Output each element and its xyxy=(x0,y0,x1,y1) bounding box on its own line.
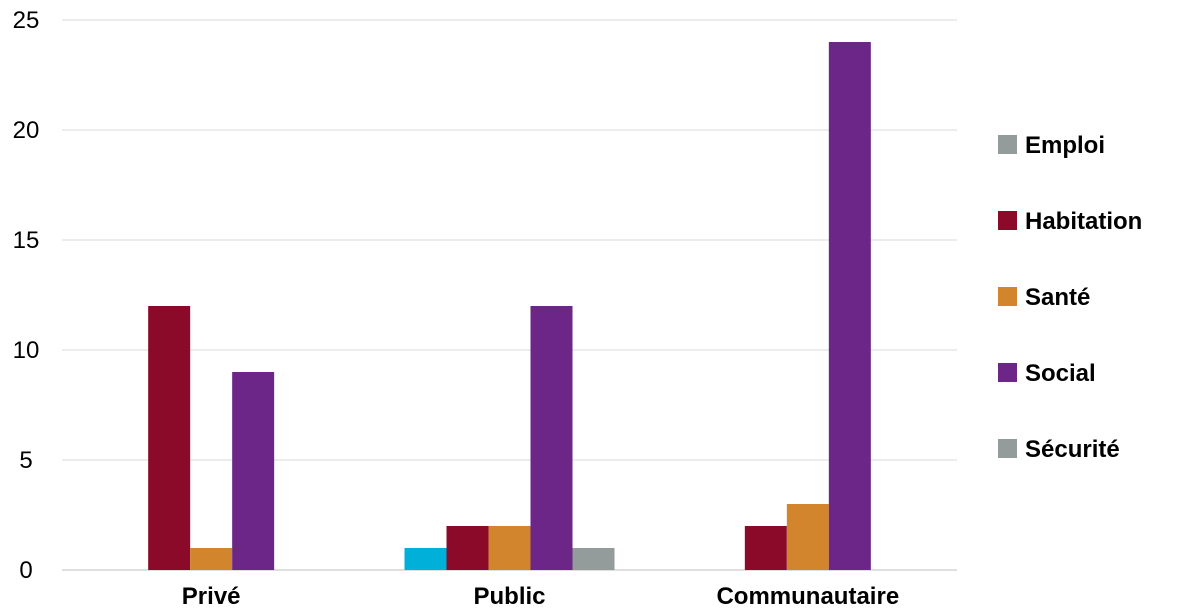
bar-sécurité-public xyxy=(572,548,615,570)
x-tick-label: Privé xyxy=(182,583,241,610)
y-tick-label: 20 xyxy=(13,117,40,144)
bar-santé-communautaire xyxy=(786,504,829,570)
y-tick-label: 15 xyxy=(13,227,40,254)
gridlines xyxy=(62,19,957,571)
legend-swatch-social xyxy=(998,363,1017,382)
bar-habitation-communautaire xyxy=(744,526,787,570)
y-tick-label: 0 xyxy=(19,557,32,584)
legend-label: Santé xyxy=(1025,284,1090,311)
x-tick-label: Public xyxy=(473,583,545,610)
legend-swatch-santé xyxy=(998,287,1017,306)
legend-label: Social xyxy=(1025,360,1096,387)
legend-swatch-emploi xyxy=(998,135,1017,154)
bar-social-communautaire xyxy=(828,42,871,570)
legend-label: Emploi xyxy=(1025,132,1105,159)
bar-social-privé xyxy=(232,372,275,570)
legend: Emploi Habitation Santé Social Sécurité xyxy=(998,132,1142,463)
bar-emploi-public xyxy=(404,548,447,570)
bar-habitation-public xyxy=(446,526,489,570)
x-axis-ticks: Privé Public Communautaire xyxy=(182,583,899,610)
bar-habitation-privé xyxy=(148,306,191,570)
bar-santé-privé xyxy=(190,548,233,570)
bar-social-public xyxy=(530,306,573,570)
x-tick-label: Communautaire xyxy=(716,583,899,610)
y-axis-ticks: 0 5 10 15 20 25 xyxy=(13,7,40,584)
legend-label: Sécurité xyxy=(1025,436,1120,463)
bars xyxy=(148,42,871,570)
y-tick-label: 25 xyxy=(13,7,40,34)
y-tick-label: 10 xyxy=(13,337,40,364)
bar-santé-public xyxy=(488,526,531,570)
y-tick-label: 5 xyxy=(19,447,32,474)
legend-swatch-habitation xyxy=(998,211,1017,230)
legend-swatch-sécurité xyxy=(998,439,1017,458)
legend-label: Habitation xyxy=(1025,208,1142,235)
